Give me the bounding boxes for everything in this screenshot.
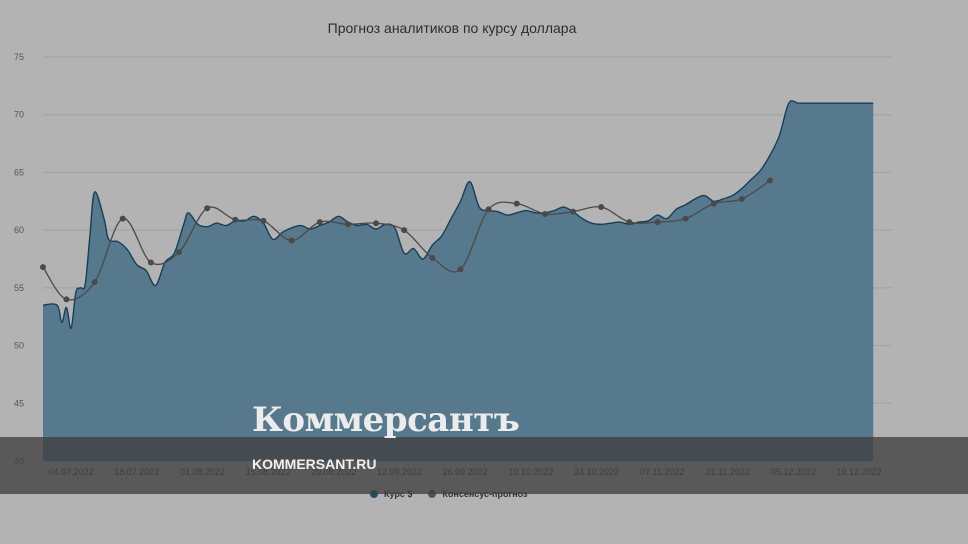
consensus-point[interactable]	[738, 195, 745, 202]
consensus-point[interactable]	[654, 219, 661, 226]
consensus-point[interactable]	[204, 205, 211, 212]
y-tick-label: 65	[14, 167, 24, 177]
consensus-point[interactable]	[344, 221, 351, 228]
y-tick-label: 45	[14, 398, 24, 408]
consensus-point[interactable]	[373, 220, 380, 227]
consensus-point[interactable]	[260, 217, 267, 224]
area-series-rate-line	[42, 100, 874, 329]
consensus-point[interactable]	[767, 177, 774, 184]
consensus-point[interactable]	[63, 296, 70, 303]
consensus-point[interactable]	[429, 254, 436, 261]
consensus-point[interactable]	[541, 210, 548, 217]
consensus-point[interactable]	[288, 237, 295, 244]
consensus-point[interactable]	[316, 219, 323, 226]
watermark-logo: Коммерсантъ	[252, 400, 520, 440]
legend-item-rate[interactable]: Курс $	[370, 489, 412, 499]
watermark-url: KOMMERSANT.RU	[252, 456, 377, 472]
line-series-layer	[40, 177, 774, 303]
y-axis: 4045505560657075	[14, 52, 24, 466]
legend-item-consensus[interactable]: Консенсус-прогноз	[428, 489, 528, 499]
consensus-point[interactable]	[40, 264, 46, 271]
watermark-band	[0, 437, 968, 494]
consensus-point[interactable]	[710, 200, 717, 207]
area-series-layer	[42, 100, 874, 462]
consensus-point[interactable]	[485, 206, 492, 213]
y-tick-label: 55	[14, 283, 24, 293]
consensus-point[interactable]	[119, 215, 126, 222]
y-tick-label: 75	[14, 52, 24, 62]
legend-label-rate: Курс $	[384, 489, 413, 499]
consensus-point[interactable]	[457, 266, 464, 273]
legend-marker-rate	[370, 490, 378, 498]
consensus-point[interactable]	[598, 204, 605, 211]
y-tick-label: 50	[14, 341, 24, 351]
consensus-point[interactable]	[232, 216, 239, 223]
area-series-rate-fill	[43, 100, 874, 462]
consensus-point[interactable]	[513, 200, 520, 207]
consensus-point[interactable]	[176, 249, 183, 256]
y-tick-label: 70	[14, 110, 24, 120]
consensus-point[interactable]	[401, 227, 408, 234]
consensus-point[interactable]	[91, 279, 98, 286]
chart-title: Прогноз аналитиков по курсу доллара	[327, 20, 577, 36]
consensus-point[interactable]	[570, 208, 577, 215]
consensus-point[interactable]	[682, 215, 689, 222]
chart-legend: Курс $ Консенсус-прогноз	[370, 489, 528, 499]
consensus-point[interactable]	[147, 259, 154, 266]
consensus-point[interactable]	[626, 219, 633, 226]
y-tick-label: 60	[14, 225, 24, 235]
legend-marker-consensus	[428, 490, 437, 498]
legend-label-consensus: Консенсус-прогноз	[442, 489, 528, 499]
